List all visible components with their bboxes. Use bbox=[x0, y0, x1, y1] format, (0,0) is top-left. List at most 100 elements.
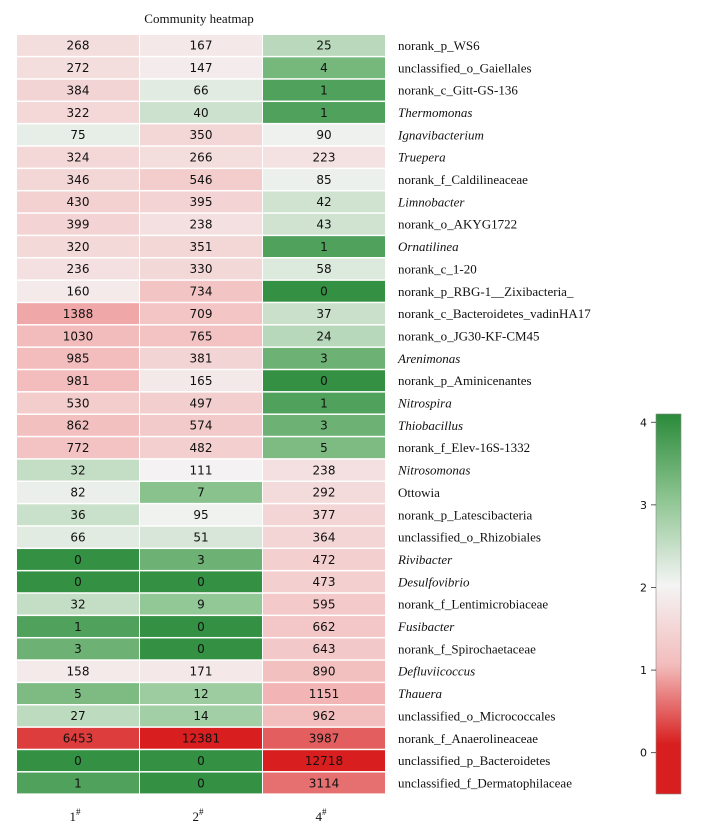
heatmap-cell bbox=[263, 638, 385, 660]
cell-value-label: 643 bbox=[313, 642, 336, 656]
heatmap-cell bbox=[17, 638, 139, 660]
cell-value-label: 82 bbox=[70, 486, 85, 500]
cell-value-label: 272 bbox=[67, 61, 90, 75]
heatmap-cell bbox=[140, 392, 262, 414]
heatmap-cell bbox=[17, 616, 139, 637]
cell-value-label: 0 bbox=[320, 285, 328, 299]
cell-value-label: 9 bbox=[197, 597, 205, 611]
row-label: unclassified_o_Gaiellales bbox=[398, 60, 532, 75]
chart-title: Community heatmap bbox=[144, 11, 253, 26]
heatmap-cell bbox=[263, 258, 385, 280]
column-label: 1# bbox=[70, 807, 82, 823]
cell-value-label: 862 bbox=[67, 419, 90, 433]
heatmap-cell bbox=[17, 102, 139, 123]
row-label: Truepera bbox=[398, 150, 446, 165]
heatmap-cell bbox=[17, 146, 139, 168]
heatmap-cell bbox=[140, 213, 262, 235]
cell-value-label: 497 bbox=[190, 396, 213, 410]
row-label: norank_p_Aminicenantes bbox=[398, 373, 532, 388]
cell-value-label: 320 bbox=[67, 240, 90, 254]
cell-value-label: 37 bbox=[316, 307, 331, 321]
row-label: Fusibacter bbox=[397, 619, 455, 634]
heatmap-cell bbox=[263, 35, 385, 56]
row-label: norank_f_Spirochaetaceae bbox=[398, 641, 536, 656]
row-label: Thauera bbox=[398, 686, 443, 701]
heatmap-cell bbox=[17, 683, 139, 704]
heatmap-cell bbox=[140, 146, 262, 168]
cell-value-label: 351 bbox=[190, 240, 213, 254]
heatmap-cell bbox=[17, 213, 139, 235]
cell-value-label: 399 bbox=[67, 218, 90, 232]
cell-value-label: 772 bbox=[67, 441, 90, 455]
row-label: Nitrospira bbox=[397, 396, 452, 411]
heatmap-cell bbox=[263, 325, 385, 347]
column-labels: 1# 2# 4# bbox=[70, 807, 328, 823]
heatmap-cell bbox=[17, 593, 139, 615]
cell-value-label: 322 bbox=[67, 106, 90, 120]
heatmap-cell bbox=[17, 459, 139, 481]
column-label-sup: # bbox=[199, 807, 204, 817]
cell-value-label: 395 bbox=[190, 195, 213, 209]
row-label: unclassified_o_Rhizobiales bbox=[398, 530, 541, 545]
heatmap-cell bbox=[140, 549, 262, 570]
cell-value-label: 90 bbox=[316, 128, 331, 142]
row-label: norank_p_Latescibacteria bbox=[398, 507, 532, 522]
heatmap-cell bbox=[140, 57, 262, 79]
heatmap-cell bbox=[263, 727, 385, 749]
heatmap-cell bbox=[263, 370, 385, 392]
color-legend-tick-label: 2 bbox=[640, 581, 647, 594]
cell-value-label: 0 bbox=[74, 754, 82, 768]
row-label: Ottowia bbox=[398, 485, 440, 500]
cell-value-label: 546 bbox=[190, 173, 213, 187]
row-label: Arenimonas bbox=[397, 351, 460, 366]
heatmap-cell bbox=[140, 526, 262, 548]
cell-value-label: 330 bbox=[190, 262, 213, 276]
cell-value-label: 530 bbox=[67, 396, 90, 410]
row-label: Thermomonas bbox=[398, 105, 472, 120]
cell-value-label: 51 bbox=[193, 530, 208, 544]
cell-value-label: 346 bbox=[67, 173, 90, 187]
heatmap-cell bbox=[140, 347, 262, 369]
cell-value-label: 430 bbox=[67, 195, 90, 209]
heatmap-cell bbox=[17, 437, 139, 459]
cell-value-label: 0 bbox=[197, 620, 205, 634]
heatmap-cell bbox=[140, 571, 262, 593]
cell-value-label: 25 bbox=[316, 39, 331, 53]
heatmap-cell bbox=[140, 191, 262, 213]
heatmap-cell bbox=[140, 437, 262, 459]
heatmap-cell bbox=[17, 727, 139, 749]
heatmap-cell bbox=[263, 303, 385, 325]
cell-value-label: 167 bbox=[190, 39, 213, 53]
cell-value-label: 0 bbox=[197, 754, 205, 768]
heatmap-cell bbox=[140, 35, 262, 56]
cell-value-label: 765 bbox=[190, 329, 213, 343]
cell-value-label: 223 bbox=[313, 150, 336, 164]
heatmap-cell bbox=[263, 191, 385, 213]
cell-value-label: 324 bbox=[67, 150, 90, 164]
cell-value-label: 662 bbox=[313, 620, 336, 634]
cell-value-label: 0 bbox=[74, 575, 82, 589]
heatmap-cell bbox=[140, 459, 262, 481]
cell-value-label: 3 bbox=[320, 419, 328, 433]
column-label-base: 2 bbox=[193, 809, 200, 823]
cell-value-label: 0 bbox=[197, 776, 205, 790]
heatmap-cell bbox=[263, 169, 385, 190]
cell-value-label: 472 bbox=[313, 553, 336, 567]
cell-value-label: 111 bbox=[190, 463, 213, 477]
cell-value-label: 384 bbox=[67, 83, 90, 97]
cell-value-label: 0 bbox=[74, 553, 82, 567]
heatmap-cell bbox=[263, 347, 385, 369]
heatmap-cell bbox=[263, 504, 385, 526]
row-label: unclassified_f_Dermatophilaceae bbox=[398, 775, 572, 790]
heatmap-cell bbox=[263, 392, 385, 414]
cell-value-label: 95 bbox=[193, 508, 208, 522]
heatmap-cell bbox=[17, 504, 139, 526]
heatmap-cell bbox=[17, 370, 139, 392]
cell-value-label: 1030 bbox=[63, 329, 94, 343]
cell-value-label: 40 bbox=[193, 106, 208, 120]
heatmap-cell bbox=[17, 750, 139, 772]
heatmap-cell bbox=[263, 593, 385, 615]
color-legend-tick-label: 4 bbox=[640, 416, 647, 429]
cell-value-label: 473 bbox=[313, 575, 336, 589]
cell-value-label: 165 bbox=[190, 374, 213, 388]
